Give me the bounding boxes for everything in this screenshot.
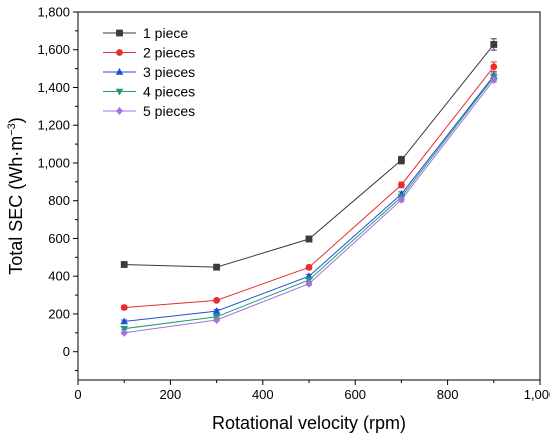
y-tick-label: 1,200 — [37, 118, 70, 133]
legend-marker — [116, 29, 123, 37]
y-tick-label: 200 — [48, 306, 70, 321]
legend-item-1: 1 piece — [103, 25, 188, 41]
y-tick-label: 400 — [48, 269, 70, 284]
x-tick-label: 800 — [437, 387, 459, 402]
data-point — [398, 195, 405, 204]
series-layer — [120, 38, 498, 337]
x-tick-label: 400 — [252, 387, 274, 402]
x-tick-label: 0 — [74, 387, 81, 402]
series-1 — [120, 38, 498, 271]
legend-label: 3 pieces — [143, 64, 195, 80]
legend-marker — [116, 107, 123, 115]
y-tick-label: 0 — [63, 344, 70, 359]
y-axis-title: Total SEC (Wh·m−3) — [6, 117, 26, 275]
y-tick-label: 1,400 — [37, 80, 70, 95]
legend-marker — [116, 49, 123, 56]
y-tick-label: 800 — [48, 193, 70, 208]
legend-item-2: 2 pieces — [103, 45, 195, 61]
legend-marker — [115, 88, 124, 96]
x-axis-title: Rotational velocity (rpm) — [212, 413, 406, 433]
x-tick-label: 200 — [160, 387, 182, 402]
y-tick-label: 1,800 — [37, 5, 70, 20]
data-point — [398, 181, 405, 189]
legend-item-5: 5 pieces — [103, 103, 195, 119]
legend-marker — [115, 68, 124, 75]
data-point — [305, 235, 313, 243]
legend-label: 4 pieces — [143, 84, 195, 100]
data-point — [490, 41, 498, 48]
data-point — [305, 279, 313, 288]
data-point — [212, 307, 221, 314]
data-point — [213, 296, 221, 304]
legend-item-3: 3 pieces — [103, 64, 195, 80]
y-axis-title-end: ) — [6, 117, 26, 123]
data-point — [398, 156, 405, 164]
series-5 — [120, 75, 498, 337]
data-point — [305, 263, 313, 271]
data-point — [120, 304, 128, 311]
x-tick-label: 1,000 — [524, 387, 550, 402]
series-2 — [120, 61, 498, 311]
axes: 0 200 400 600 800 1,000 0 200 400 600 800 1,000 1,20… — [37, 5, 550, 403]
legend-label: 5 pieces — [143, 103, 195, 119]
data-point — [120, 328, 128, 337]
y-tick-label: 1,000 — [37, 155, 70, 170]
data-point — [490, 63, 498, 71]
y-tick-label: 1,600 — [37, 42, 70, 57]
y-axis-title-superscript: −3 — [6, 123, 18, 136]
legend-item-4: 4 pieces — [103, 84, 195, 100]
legend: 1 piece 2 pieces 3 pieces 4 pieces 5 pieces — [103, 25, 195, 119]
data-point — [213, 263, 220, 271]
y-tick-label: 600 — [48, 231, 70, 246]
legend-label: 1 piece — [143, 25, 188, 41]
legend-label: 2 pieces — [143, 45, 195, 61]
data-point — [120, 317, 128, 325]
data-point — [213, 315, 220, 324]
y-axis-title-main: Total SEC (Wh·m — [6, 136, 26, 275]
x-tick-label: 600 — [344, 387, 366, 402]
data-point — [490, 75, 498, 84]
data-point — [120, 261, 128, 268]
